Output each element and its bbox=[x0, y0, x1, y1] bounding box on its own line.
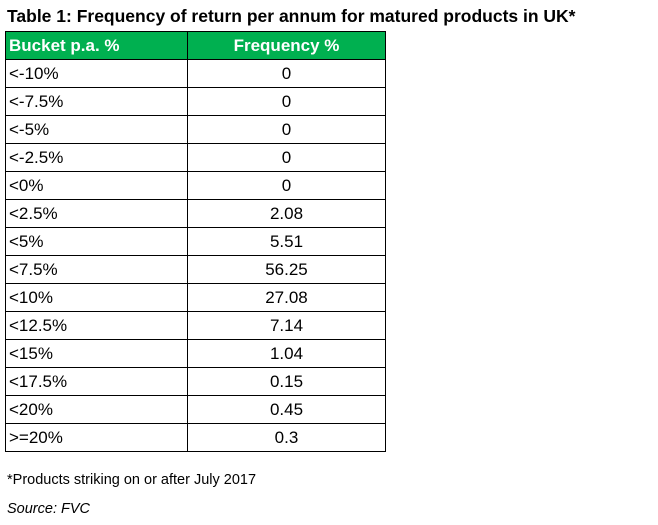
table-row: <2.5% 2.08 bbox=[5, 199, 386, 228]
table-row: <5% 5.51 bbox=[5, 227, 386, 256]
table-row: <7.5% 56.25 bbox=[5, 255, 386, 284]
bucket-cell: <7.5% bbox=[5, 255, 188, 284]
frequency-cell: 27.08 bbox=[187, 283, 386, 312]
frequency-cell: 0.3 bbox=[187, 423, 386, 452]
bucket-cell: <-10% bbox=[5, 59, 188, 88]
bucket-cell: <17.5% bbox=[5, 367, 188, 396]
frequency-cell: 2.08 bbox=[187, 199, 386, 228]
table-row: <-2.5% 0 bbox=[5, 143, 386, 172]
frequency-cell: 0 bbox=[187, 115, 386, 144]
table-row: <-5% 0 bbox=[5, 115, 386, 144]
frequency-cell: 0 bbox=[187, 143, 386, 172]
bucket-cell: <12.5% bbox=[5, 311, 188, 340]
header-frequency: Frequency % bbox=[187, 31, 386, 60]
frequency-cell: 0 bbox=[187, 171, 386, 200]
table-row: <0% 0 bbox=[5, 171, 386, 200]
table-row: <-10% 0 bbox=[5, 59, 386, 88]
bucket-cell: <0% bbox=[5, 171, 188, 200]
frequency-table: Bucket p.a. % Frequency % <-10% 0 <-7.5% 0 <… bbox=[5, 31, 386, 452]
source-note: Source: FVC bbox=[7, 501, 90, 517]
table-row: <12.5% 7.14 bbox=[5, 311, 386, 340]
frequency-cell: 0.45 bbox=[187, 395, 386, 424]
table-row: <-7.5% 0 bbox=[5, 87, 386, 116]
bucket-cell: <-5% bbox=[5, 115, 188, 144]
bucket-cell: <5% bbox=[5, 227, 188, 256]
footnote: *Products striking on or after July 2017 bbox=[7, 472, 257, 488]
table-header-row: Bucket p.a. % Frequency % bbox=[5, 31, 386, 60]
frequency-cell: 0.15 bbox=[187, 367, 386, 396]
table-row: <15% 1.04 bbox=[5, 339, 386, 368]
table-row: <20% 0.45 bbox=[5, 395, 386, 424]
frequency-cell: 0 bbox=[187, 59, 386, 88]
bucket-cell: <-2.5% bbox=[5, 143, 188, 172]
bucket-cell: <15% bbox=[5, 339, 188, 368]
table-row: >=20% 0.3 bbox=[5, 423, 386, 452]
bucket-cell: <20% bbox=[5, 395, 188, 424]
table-body: <-10% 0 <-7.5% 0 <-5% 0 <-2.5% 0 <0% 0 <2.5% 2.08 <5… bbox=[5, 59, 386, 452]
header-bucket: Bucket p.a. % bbox=[5, 31, 188, 60]
frequency-cell: 0 bbox=[187, 87, 386, 116]
frequency-cell: 1.04 bbox=[187, 339, 386, 368]
table-row: <17.5% 0.15 bbox=[5, 367, 386, 396]
frequency-cell: 56.25 bbox=[187, 255, 386, 284]
table-row: <10% 27.08 bbox=[5, 283, 386, 312]
table-title: Table 1: Frequency of return per annum f… bbox=[7, 6, 576, 26]
frequency-cell: 7.14 bbox=[187, 311, 386, 340]
bucket-cell: <-7.5% bbox=[5, 87, 188, 116]
bucket-cell: <10% bbox=[5, 283, 188, 312]
frequency-cell: 5.51 bbox=[187, 227, 386, 256]
bucket-cell: >=20% bbox=[5, 423, 188, 452]
bucket-cell: <2.5% bbox=[5, 199, 188, 228]
